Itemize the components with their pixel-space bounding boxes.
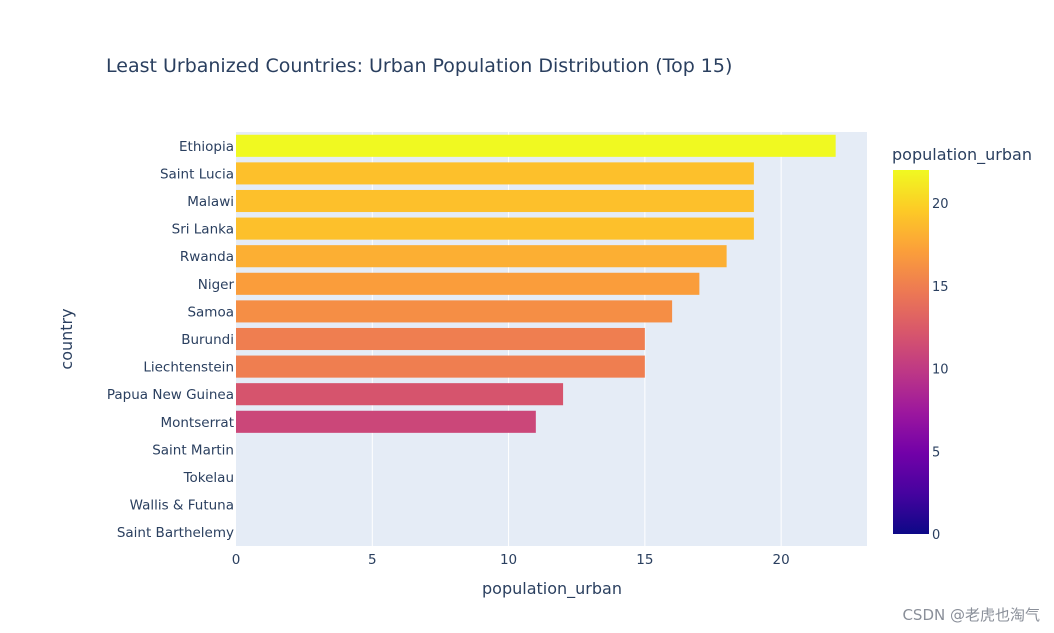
watermark: CSDN @老虎也淘气 <box>902 606 1040 624</box>
bar-saint-lucia <box>236 162 754 185</box>
y-tick-label: Papua New Guinea <box>107 387 234 403</box>
y-tick-label: Liechtenstein <box>143 360 234 376</box>
y-tick-label: Wallis & Futuna <box>130 498 234 514</box>
bar-montserrat <box>236 410 536 433</box>
x-tick-labels: 0 5 10 15 20 <box>232 552 790 568</box>
bar-niger <box>236 272 700 295</box>
y-axis-title: country <box>57 308 76 369</box>
colorbar-tick-labels: 0 5 10 15 20 <box>932 197 949 543</box>
y-tick-label: Niger <box>198 277 235 293</box>
y-tick-label: Rwanda <box>180 249 234 265</box>
bar-sri-lanka <box>236 217 754 240</box>
x-tick-label: 0 <box>232 552 241 568</box>
y-tick-label: Tokelau <box>183 470 234 486</box>
y-tick-label: Ethiopia <box>179 139 234 155</box>
bar-liechtenstein <box>236 355 645 378</box>
y-tick-label: Montserrat <box>160 415 234 431</box>
colorbar-tick-label: 15 <box>932 280 949 295</box>
colorbar <box>893 170 929 534</box>
x-tick-label: 5 <box>368 552 377 568</box>
y-tick-labels: Ethiopia Saint Lucia Malawi Sri Lanka Rwanda… <box>107 139 235 541</box>
bar-samoa <box>236 300 673 323</box>
y-tick-label: Saint Barthelemy <box>117 525 234 541</box>
x-axis-title: population_urban <box>482 579 622 599</box>
colorbar-tick-label: 0 <box>932 528 940 543</box>
y-tick-label: Saint Lucia <box>160 166 234 182</box>
chart-title: Least Urbanized Countries: Urban Populat… <box>106 55 732 77</box>
x-tick-label: 20 <box>773 552 790 568</box>
y-tick-label: Sri Lanka <box>172 222 234 238</box>
y-tick-label: Saint Martin <box>152 442 234 458</box>
bar-rwanda <box>236 245 727 268</box>
x-tick-label: 15 <box>636 552 653 568</box>
colorbar-tick-label: 20 <box>932 197 949 212</box>
x-tick-label: 10 <box>500 552 517 568</box>
bar-ethiopia <box>236 134 836 157</box>
bar-malawi <box>236 189 754 213</box>
bar-papua-new-guinea <box>236 383 564 406</box>
colorbar-tick-label: 10 <box>932 363 949 378</box>
y-tick-label: Burundi <box>181 332 234 348</box>
bars <box>236 134 836 433</box>
colorbar-tick-label: 5 <box>932 445 940 460</box>
y-tick-label: Malawi <box>187 194 234 210</box>
bar-burundi <box>236 327 645 351</box>
colorbar-title: population_urban <box>892 145 1032 165</box>
y-tick-label: Samoa <box>187 304 234 320</box>
